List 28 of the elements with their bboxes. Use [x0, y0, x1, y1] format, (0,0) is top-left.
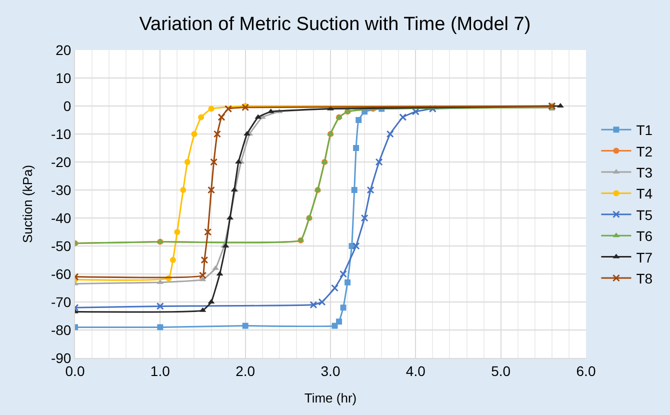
- legend-label: T4: [636, 186, 653, 202]
- y-tick-label: -20: [50, 154, 72, 170]
- y-tick-label: 10: [56, 70, 72, 86]
- y-tick-label: 0: [63, 98, 72, 114]
- x-tick-label: 5.0: [491, 362, 511, 379]
- x-tick-label: 1.0: [150, 362, 170, 379]
- x-axis-title: Time (hr): [304, 390, 357, 406]
- y-tick-label: -10: [50, 126, 72, 142]
- y-axis-title: Suction (kPa): [20, 164, 35, 244]
- x-tick-label: 6.0: [576, 362, 596, 379]
- y-tick-label: -40: [50, 210, 72, 226]
- y-tick-label: -30: [50, 182, 72, 198]
- x-tick-label: 4.0: [406, 362, 426, 379]
- y-tick-label: -60: [50, 266, 72, 282]
- y-tick-label: -80: [50, 322, 72, 338]
- chart-title: Variation of Metric Suction with Time (Model 7): [139, 14, 531, 35]
- legend-label: T2: [636, 143, 653, 160]
- legend-label: T6: [636, 228, 653, 244]
- y-tick-label: 20: [56, 42, 72, 58]
- legend-label: T5: [636, 206, 653, 223]
- y-tick-label: -50: [50, 238, 72, 254]
- legend-label: T7: [636, 249, 653, 266]
- x-tick-label: 2.0: [236, 362, 256, 379]
- legend-label: T8: [636, 270, 653, 286]
- x-tick-label: 3.0: [320, 362, 340, 379]
- y-tick-label: -70: [50, 294, 72, 310]
- legend-label: T1: [636, 122, 653, 138]
- legend-label: T3: [636, 164, 653, 180]
